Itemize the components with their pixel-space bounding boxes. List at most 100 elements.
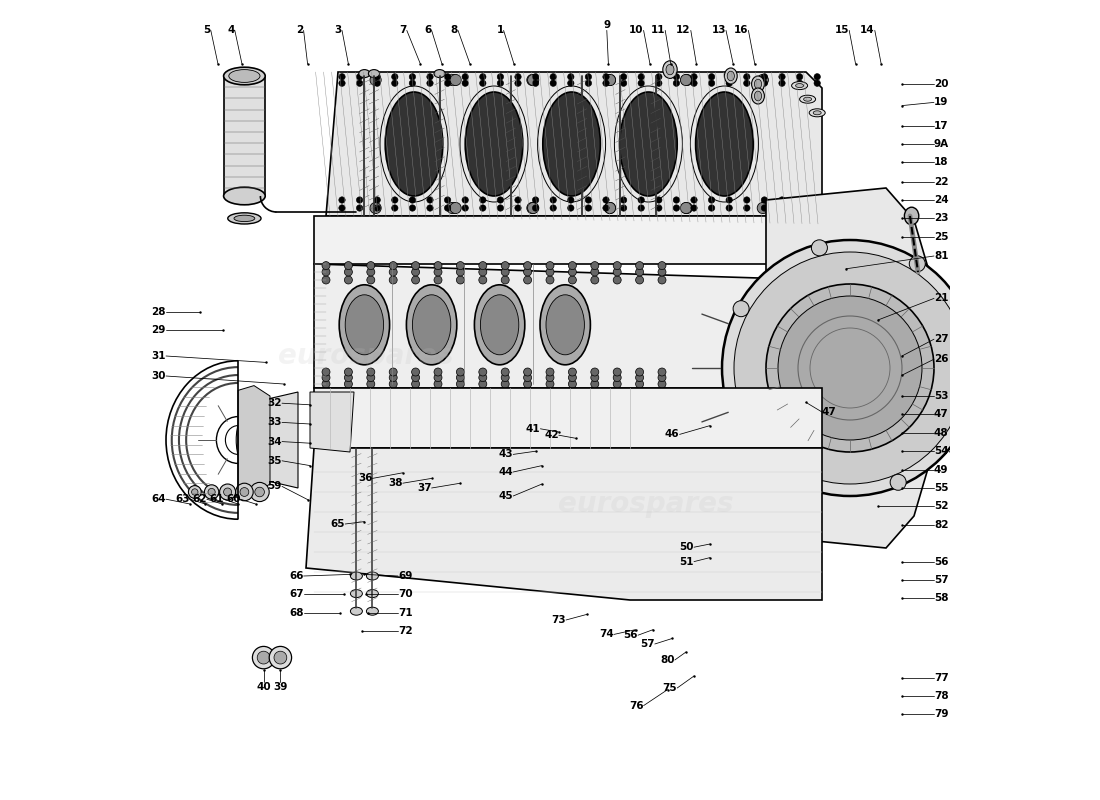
Circle shape — [757, 202, 769, 214]
Text: 67: 67 — [289, 590, 304, 599]
Circle shape — [791, 473, 807, 489]
Ellipse shape — [234, 215, 255, 222]
Circle shape — [427, 80, 433, 86]
Circle shape — [546, 368, 554, 376]
Circle shape — [734, 252, 966, 484]
Circle shape — [726, 74, 733, 80]
Circle shape — [613, 268, 621, 276]
Text: 65: 65 — [331, 519, 345, 529]
Circle shape — [322, 380, 330, 388]
Ellipse shape — [366, 607, 378, 615]
Ellipse shape — [345, 295, 384, 355]
Circle shape — [591, 368, 598, 376]
Text: 56: 56 — [934, 557, 948, 566]
Circle shape — [681, 74, 692, 86]
Text: 16: 16 — [734, 26, 748, 35]
Circle shape — [434, 276, 442, 284]
Circle shape — [223, 488, 232, 496]
Circle shape — [456, 374, 464, 382]
Circle shape — [744, 205, 750, 211]
Circle shape — [550, 74, 557, 80]
Circle shape — [656, 205, 662, 211]
Circle shape — [434, 368, 442, 376]
Text: 29: 29 — [152, 326, 166, 335]
Text: 33: 33 — [267, 418, 282, 427]
Text: 58: 58 — [934, 594, 948, 603]
Circle shape — [366, 368, 375, 376]
Ellipse shape — [546, 295, 584, 355]
Circle shape — [434, 380, 442, 388]
Text: 38: 38 — [388, 478, 403, 488]
Circle shape — [434, 268, 442, 276]
Circle shape — [708, 74, 715, 80]
Circle shape — [613, 380, 621, 388]
Text: 55: 55 — [934, 483, 948, 493]
Circle shape — [591, 276, 598, 284]
Circle shape — [370, 202, 382, 214]
Circle shape — [708, 197, 715, 203]
Circle shape — [480, 205, 486, 211]
Circle shape — [733, 301, 749, 317]
Circle shape — [524, 268, 531, 276]
Circle shape — [636, 276, 644, 284]
Text: 57: 57 — [640, 639, 654, 649]
Circle shape — [235, 483, 253, 501]
Circle shape — [591, 380, 598, 388]
Circle shape — [658, 380, 666, 388]
Circle shape — [515, 197, 521, 203]
Circle shape — [691, 197, 697, 203]
Circle shape — [322, 276, 330, 284]
Circle shape — [456, 368, 464, 376]
Text: 73: 73 — [551, 615, 566, 625]
Text: 68: 68 — [289, 608, 304, 618]
Circle shape — [456, 276, 464, 284]
Circle shape — [691, 80, 697, 86]
Circle shape — [890, 474, 906, 490]
Text: 14: 14 — [860, 26, 875, 35]
Circle shape — [569, 276, 576, 284]
Text: 47: 47 — [822, 407, 837, 417]
Circle shape — [344, 374, 352, 382]
Circle shape — [778, 296, 922, 440]
Circle shape — [656, 74, 662, 80]
Circle shape — [339, 205, 345, 211]
Text: 31: 31 — [152, 351, 166, 361]
Text: 37: 37 — [417, 483, 431, 493]
Circle shape — [462, 80, 469, 86]
Text: 54: 54 — [934, 446, 948, 456]
Text: 72: 72 — [398, 626, 412, 636]
Circle shape — [389, 380, 397, 388]
Text: 69: 69 — [398, 571, 412, 581]
Polygon shape — [521, 460, 573, 532]
Polygon shape — [314, 264, 822, 388]
Circle shape — [591, 374, 598, 382]
Circle shape — [344, 380, 352, 388]
Circle shape — [389, 268, 397, 276]
Circle shape — [322, 268, 330, 276]
Ellipse shape — [359, 70, 370, 78]
Circle shape — [502, 374, 509, 382]
Text: 61: 61 — [209, 494, 223, 504]
Circle shape — [356, 197, 363, 203]
Circle shape — [726, 205, 733, 211]
Text: 49: 49 — [934, 465, 948, 474]
Circle shape — [478, 374, 487, 382]
Circle shape — [478, 268, 487, 276]
Text: 44: 44 — [498, 467, 514, 477]
Ellipse shape — [813, 110, 822, 114]
Circle shape — [681, 202, 692, 214]
Circle shape — [447, 74, 458, 86]
Circle shape — [796, 205, 803, 211]
Circle shape — [673, 205, 680, 211]
Circle shape — [613, 276, 621, 284]
Circle shape — [591, 262, 598, 270]
Ellipse shape — [406, 285, 456, 365]
Text: 62: 62 — [192, 494, 207, 504]
Circle shape — [527, 74, 538, 86]
Text: 11: 11 — [651, 26, 666, 35]
Circle shape — [220, 484, 235, 500]
Circle shape — [585, 74, 592, 80]
Circle shape — [726, 197, 733, 203]
Circle shape — [374, 197, 381, 203]
Text: 2: 2 — [296, 26, 304, 35]
